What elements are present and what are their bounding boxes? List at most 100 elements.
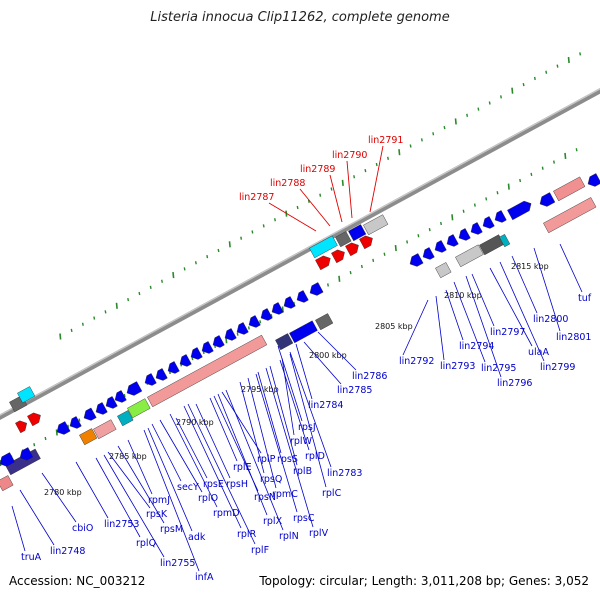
leader-line	[159, 419, 203, 493]
gene-glyph	[190, 347, 203, 360]
leader-line	[445, 289, 464, 341]
tick-mark	[522, 82, 525, 87]
tick-mark	[579, 52, 582, 56]
gene-label: lin2783	[327, 468, 362, 479]
tick-mark	[251, 230, 254, 234]
leader-line	[289, 351, 332, 468]
gene-glyph	[539, 192, 556, 207]
gene-label: infA	[195, 572, 214, 583]
gene-glyph	[105, 396, 118, 409]
[object SVGGElement]	[409, 253, 424, 267]
tick-mark	[259, 320, 262, 324]
[object SVGGElement]	[105, 396, 118, 409]
tick-mark	[319, 193, 322, 197]
gene-label: rplV	[309, 528, 329, 539]
tick-mark	[496, 191, 499, 195]
gene-label: rpmJ	[148, 495, 170, 506]
gene-glyph	[499, 234, 511, 248]
tick-mark	[553, 160, 555, 164]
tick-mark	[519, 178, 522, 183]
leader-line	[277, 345, 303, 422]
gene-label: lin2788	[270, 178, 305, 189]
leader-line	[303, 341, 342, 385]
tick-mark	[454, 118, 457, 125]
[object SVGGElement]	[335, 231, 352, 248]
[object SVGGElement]	[117, 410, 134, 427]
kbp-labels: 2780 kbp 2785 kbp 2790 kbp 2795 kbp 2800 kbp…	[44, 262, 549, 497]
tick-mark	[417, 234, 420, 238]
leader-line	[107, 451, 151, 509]
gene-glyph	[248, 315, 261, 328]
[object SVGGElement]	[17, 386, 36, 404]
leader-line	[247, 377, 277, 489]
gene-glyph	[283, 296, 296, 309]
outer-tick-row	[59, 52, 582, 340]
gene-label: lin2786	[352, 371, 387, 382]
[object SVGGElement]	[470, 222, 483, 235]
tick-mark	[372, 258, 375, 262]
tick-mark	[149, 285, 152, 289]
gene-label: rpsN	[254, 492, 276, 503]
[object SVGGElement]	[248, 315, 261, 328]
tick-mark	[247, 326, 250, 330]
gene-label: lin2792	[399, 356, 434, 367]
gene-glyph	[15, 420, 28, 434]
tick-mark	[240, 236, 243, 240]
gene-label: cbiO	[72, 523, 93, 534]
tick-mark	[530, 172, 533, 176]
gene-glyph	[289, 320, 318, 344]
[object SVGGElement]	[95, 402, 108, 415]
tick-mark	[353, 175, 356, 179]
leader-line	[195, 403, 231, 479]
leader-line	[465, 275, 502, 378]
[object SVGGElement]	[179, 354, 192, 367]
gene-label: rpsH	[226, 479, 248, 490]
gene-glyph	[56, 421, 71, 435]
gene-label: secY	[177, 482, 199, 493]
leader-line	[295, 343, 313, 400]
[object SVGGElement]	[236, 322, 249, 335]
gene-label: rplO	[198, 493, 218, 504]
[object SVGGElement]	[275, 333, 294, 351]
leader-line	[19, 489, 55, 546]
gene-glyph	[470, 222, 483, 235]
gene-glyph	[359, 235, 373, 250]
tick-mark	[161, 279, 163, 283]
tick-mark	[428, 228, 431, 232]
gene-label: ulaA	[528, 347, 549, 358]
kbp-label: 2780 kbp	[44, 488, 82, 497]
gene-label: lin2800	[533, 314, 568, 325]
gene-label: rplD	[305, 451, 325, 462]
tick-mark	[115, 302, 118, 309]
gene-label: rplX	[263, 516, 283, 527]
leader-line	[533, 247, 561, 332]
gene-glyph	[409, 253, 424, 267]
tick-mark	[81, 322, 84, 326]
kbp-label: 2805 kbp	[375, 322, 413, 331]
gene-glyph	[201, 341, 214, 354]
[object SVGGElement]	[587, 173, 600, 187]
leader-line	[187, 403, 256, 545]
[object SVGGElement]	[93, 419, 117, 440]
tick-mark	[432, 132, 435, 136]
[object SVGGElement]	[289, 320, 318, 344]
gene-glyph	[260, 308, 273, 321]
[object SVGGElement]	[309, 235, 338, 259]
tick-mark	[443, 125, 446, 130]
leader-line	[183, 405, 242, 529]
[object SVGGElement]	[309, 282, 324, 296]
gene-label: lin2793	[440, 361, 475, 372]
[object SVGGElement]	[224, 328, 237, 341]
gene-label: lin2755	[160, 558, 195, 569]
tick-mark	[296, 205, 299, 210]
tick-mark	[533, 76, 536, 81]
kbp-label: 2815 kbp	[511, 262, 549, 271]
leader-line	[369, 145, 384, 213]
[object SVGGElement]	[201, 341, 214, 354]
backbone-highlight	[0, 88, 600, 416]
gene-label: lin2801	[556, 332, 591, 343]
gene-glyph	[345, 242, 359, 257]
[object SVGGElement]	[455, 244, 484, 268]
